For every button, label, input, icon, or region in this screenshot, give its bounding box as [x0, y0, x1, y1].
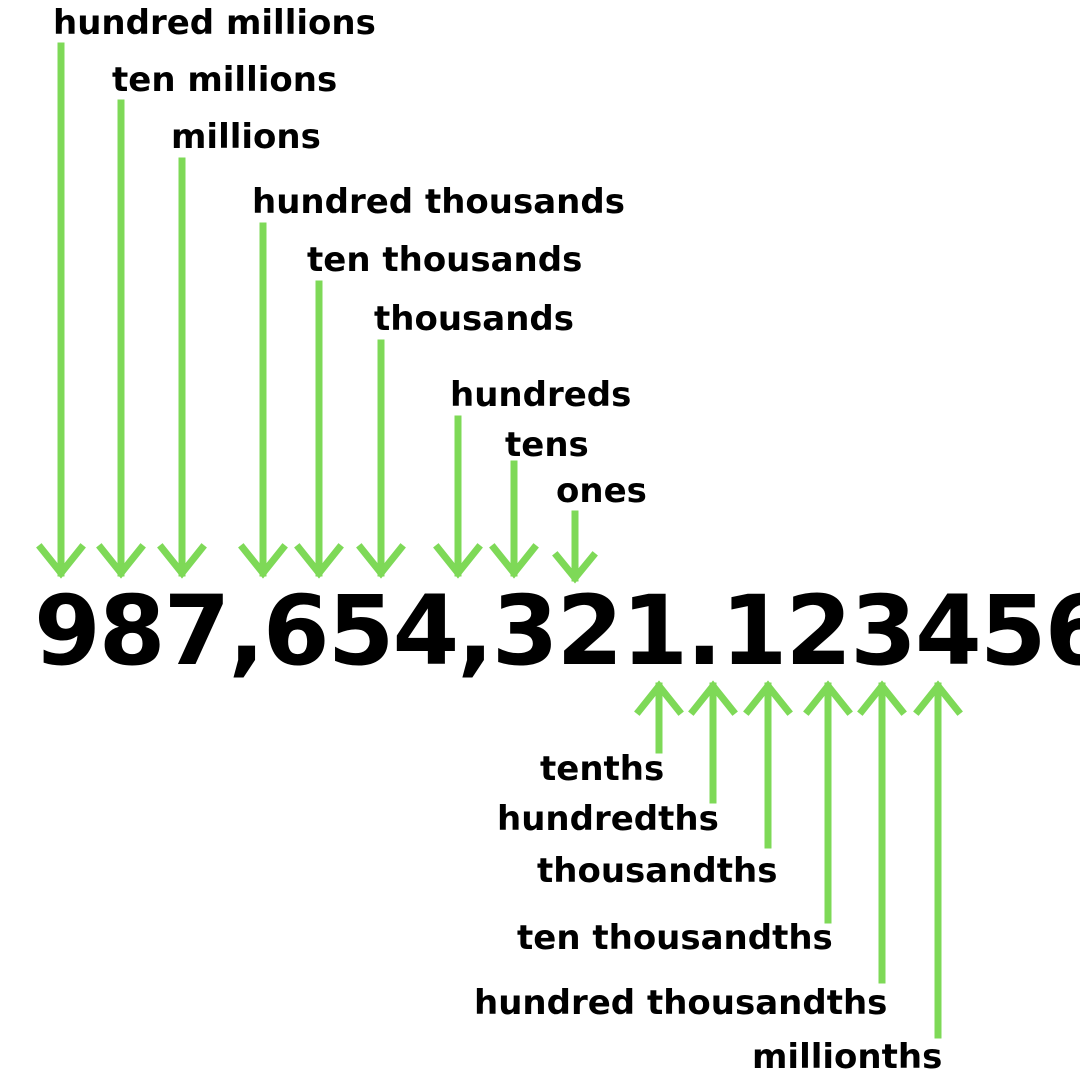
arrow-thousands	[356, 339, 406, 579]
label-tens: tens	[505, 425, 589, 465]
arrow-tens	[489, 460, 539, 579]
arrow-ten-thousands	[294, 280, 344, 579]
arrow-ones	[552, 510, 598, 584]
label-thousandths: thousandths	[537, 851, 778, 891]
label-ten-thousands: ten thousands	[307, 240, 583, 280]
label-thousands: thousands	[374, 299, 574, 339]
example-number: 987,654,321.123456...	[34, 575, 1080, 687]
arrow-hundreds	[433, 415, 483, 579]
arrow-hundred-thousandths	[857, 680, 907, 984]
label-tenths: tenths	[540, 749, 665, 789]
label-ones: ones	[556, 471, 647, 511]
arrow-millionths	[913, 680, 963, 1039]
label-hundred-thousandths: hundred thousandths	[474, 983, 888, 1023]
arrow-ten-millions	[96, 99, 146, 579]
label-hundred-thousands: hundred thousands	[252, 182, 625, 222]
arrow-tenths	[634, 680, 684, 754]
arrow-hundredths	[688, 680, 738, 804]
arrow-hundred-thousands	[238, 222, 288, 579]
arrow-millions	[157, 157, 207, 579]
arrow-thousandths	[743, 680, 793, 849]
arrow-hundred-millions	[36, 42, 86, 579]
arrow-ten-thousandths	[803, 680, 853, 924]
label-ten-thousandths: ten thousandths	[517, 918, 833, 958]
label-millionths: millionths	[752, 1037, 943, 1077]
label-hundredths: hundredths	[497, 799, 719, 839]
label-hundreds: hundreds	[450, 375, 632, 415]
label-ten-millions: ten millions	[112, 60, 338, 100]
label-hundred-millions: hundred millions	[53, 3, 376, 43]
label-millions: millions	[171, 117, 321, 157]
